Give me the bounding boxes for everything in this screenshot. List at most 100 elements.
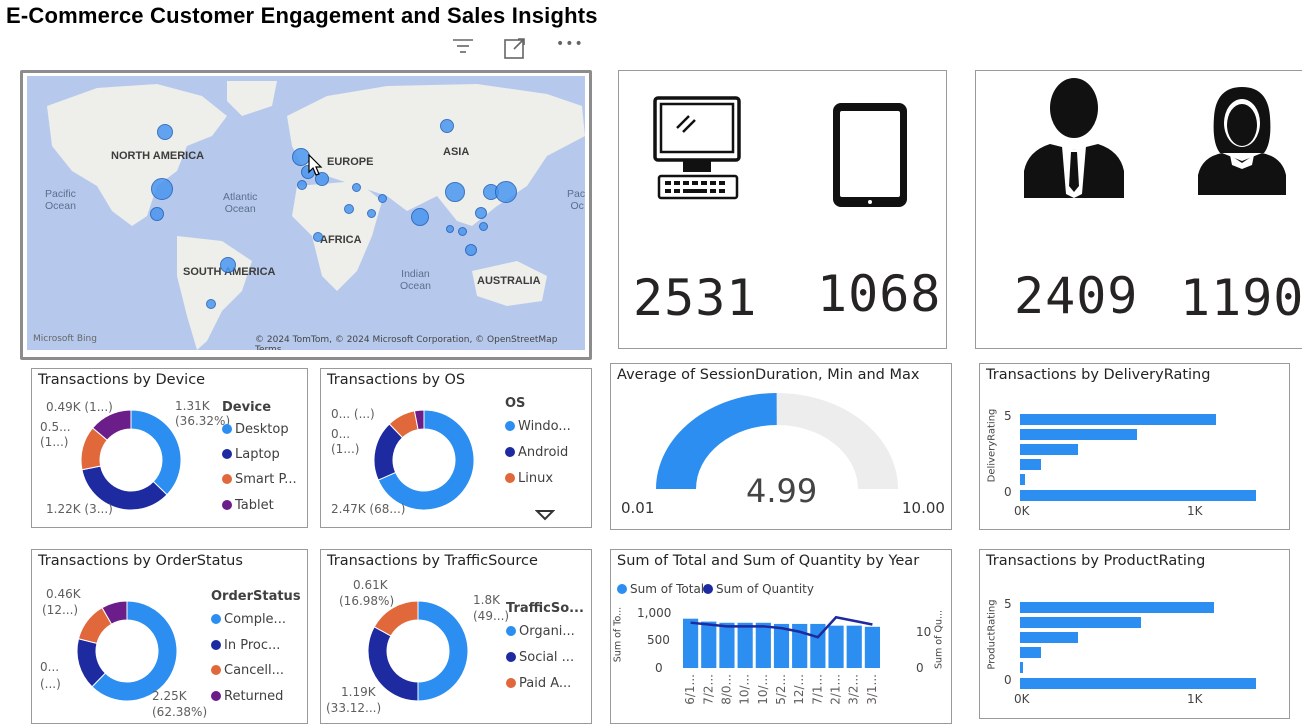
map-bubble[interactable] [315,172,329,186]
product-bars[interactable] [1020,598,1280,689]
map-bubble[interactable] [220,257,236,273]
map-label-africa: AFRICA [320,234,362,246]
donut-slice[interactable] [413,409,425,431]
delivery-rating-card[interactable]: Transactions by DeliveryRating DeliveryR… [979,363,1290,530]
map-bubble[interactable] [445,182,465,202]
rating-bar[interactable] [1020,474,1026,485]
legend-item[interactable]: Social ... [506,650,574,665]
focus-mode-icon[interactable] [503,36,527,60]
donut-slice[interactable] [373,600,419,637]
legend-item[interactable]: Linux [505,471,553,486]
map-bubble[interactable] [344,204,354,214]
gauge-chart[interactable] [611,364,951,529]
y-tick: 0 [1004,673,1012,687]
device-donut[interactable] [76,405,186,515]
traffic-source-donut[interactable] [363,596,473,706]
donut-slice[interactable] [417,600,469,702]
product-rating-card[interactable]: Transactions by ProductRating ProductRat… [979,549,1290,719]
rating-bar[interactable] [1020,632,1078,643]
donut-slice[interactable] [377,409,475,511]
device-donut-card[interactable]: Transactions by Device 1.31K (36.32%) 1.… [31,368,308,528]
x-tick-label: 10/... [756,674,770,705]
legend-item[interactable]: Desktop [222,422,289,437]
rating-bar[interactable] [1020,602,1214,613]
combo-chart-plot[interactable]: 6/1... 7/2... 8/0... 10/... 10/... 5/2... 12/.… [681,610,901,722]
donut-slice[interactable] [91,600,178,702]
y-tick-right: 0 [916,661,924,675]
total-bar[interactable] [846,625,862,668]
map-bubble[interactable] [157,124,173,140]
donut-slice[interactable] [130,409,182,496]
map-bubble[interactable] [495,181,517,203]
more-options-icon[interactable]: ••• [556,36,584,52]
world-land-shapes [47,81,585,350]
map-bubble[interactable] [150,207,164,221]
map-visual[interactable]: NORTH AMERICA EUROPE ASIA AFRICA SOUTH A… [27,76,585,350]
map-bubble[interactable] [411,208,429,226]
legend-item[interactable]: Tablet [222,498,274,513]
map-bubble[interactable] [151,178,173,200]
rating-bar[interactable] [1020,414,1216,425]
data-label: 0.61K [353,578,388,592]
legend-item[interactable]: Sum of Quantity [703,582,814,596]
rating-bar[interactable] [1020,662,1024,673]
tablet-count: 1068 [817,265,942,323]
total-bar[interactable] [773,623,790,668]
card-title: Transactions by OrderStatus [38,553,243,569]
rating-bar[interactable] [1020,459,1041,470]
total-bar[interactable] [755,622,771,668]
total-bar[interactable] [701,621,717,668]
map-bubble[interactable] [297,180,307,190]
map-label-australia: AUSTRALIA [477,275,541,287]
map-bubble[interactable] [313,232,323,242]
legend-scroll-down-icon[interactable] [535,509,555,521]
rating-bar[interactable] [1020,617,1141,628]
donut-slice[interactable] [101,600,128,625]
total-bar[interactable] [719,622,735,668]
donut-slice[interactable] [91,409,132,441]
legend-item[interactable]: In Proc... [211,638,280,653]
rating-bar[interactable] [1020,490,1256,501]
filter-icon[interactable] [452,37,474,57]
yearly-combo-chart-card[interactable]: Sum of Total and Sum of Quantity by Year… [610,549,952,724]
total-bar[interactable] [683,618,699,668]
total-bar[interactable] [828,625,844,668]
order-status-donut-card[interactable]: Transactions by OrderStatus 2.25K (62.38… [31,549,308,724]
session-gauge-card[interactable]: Average of SessionDuration, Min and Max … [610,363,952,530]
os-donut[interactable] [369,405,479,515]
map-bubble[interactable] [475,207,487,219]
order-status-donut[interactable] [72,596,182,706]
rating-bar[interactable] [1020,678,1256,689]
legend-item[interactable]: Android [505,445,568,460]
legend-item[interactable]: Cancell... [211,663,284,678]
map-bubble[interactable] [479,222,488,231]
legend-item[interactable]: Windo... [505,419,571,434]
total-bar[interactable] [792,623,808,668]
map-bubble[interactable] [440,119,454,133]
map-bubble[interactable] [446,225,454,233]
traffic-source-donut-card[interactable]: Transactions by TrafficSource 1.8K (49..… [320,549,592,724]
legend-item[interactable]: Paid A... [506,676,571,691]
rating-bar[interactable] [1020,429,1138,440]
legend-item[interactable]: Organi... [506,624,575,639]
quantity-line[interactable] [690,615,873,639]
map-attribution[interactable]: © 2024 TomTom, © 2024 Microsoft Corporat… [255,335,558,350]
os-donut-card[interactable]: Transactions by OS 2.47K (68...) 0... (.… [320,368,592,528]
total-bar[interactable] [864,626,880,668]
map-bubble[interactable] [352,183,361,192]
map-bubble[interactable] [458,227,467,236]
map-label-europe: EUROPE [327,156,374,168]
rating-bar[interactable] [1020,647,1041,658]
map-bubble[interactable] [206,299,216,309]
map-bubble[interactable] [378,194,387,203]
delivery-bars[interactable] [1020,410,1280,501]
legend-item[interactable]: Returned [211,689,283,704]
map-bubble[interactable] [465,244,477,256]
legend-item[interactable]: Comple... [211,612,286,627]
legend-item[interactable]: Laptop [222,447,280,462]
map-bubble[interactable] [367,209,376,218]
total-bar[interactable] [737,622,753,668]
rating-bar[interactable] [1020,444,1078,455]
legend-item[interactable]: Sum of Total [617,582,704,596]
legend-item[interactable]: Smart P... [222,472,297,487]
